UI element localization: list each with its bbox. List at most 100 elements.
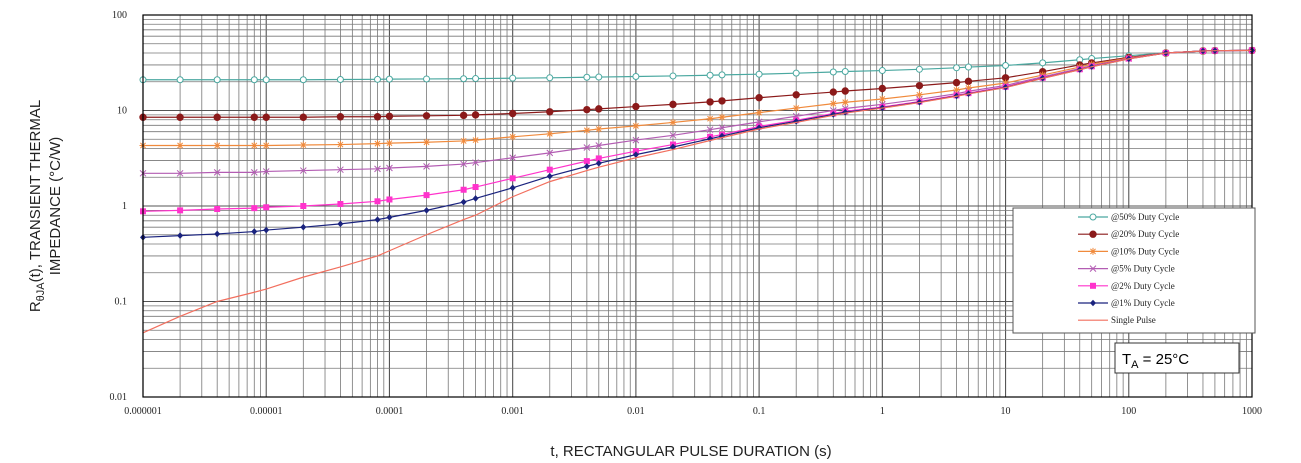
data-point [374,75,382,83]
data-point [952,78,961,87]
data-point [632,72,640,80]
data-point [841,87,849,95]
data-point [460,137,468,145]
annotation-subscript: A [1131,359,1139,371]
data-point [595,142,603,149]
series-line [143,49,1253,118]
data-point [706,126,714,134]
x-tick-label: 0.00001 [250,406,283,417]
series-single-pulse [142,49,1253,334]
data-point [385,139,393,147]
data-point [915,91,923,99]
series-line [142,49,1253,334]
data-point [595,73,603,81]
data-point [829,88,837,96]
data-point [300,203,307,209]
legend-label: @20% Duty Cycle [1111,229,1179,239]
y-tick-label: 10 [117,106,127,117]
legend-item: @5% Duty Cycle [1078,264,1175,274]
data-point [841,98,849,106]
data-point [422,112,431,120]
data-point [213,169,221,176]
data-point [374,216,381,223]
data-point [262,142,270,150]
data-point [423,163,430,170]
x-tick-label: 100 [1121,406,1136,417]
y-axis-title-prefix: R [27,301,44,312]
data-point [299,113,308,121]
data-point [460,160,467,168]
legend-label: @2% Duty Cycle [1111,281,1175,291]
data-point [546,166,553,173]
legend-label: @10% Duty Cycle [1111,246,1179,256]
data-point [213,142,221,150]
data-point [792,91,800,99]
legend-item: @50% Duty Cycle [1078,212,1179,222]
legend-item: @20% Duty Cycle [1078,229,1179,239]
temperature-annotation: TA = 25°C [1114,342,1240,374]
data-point [263,204,270,211]
y-tick-label: 0.01 [110,392,128,403]
data-point [262,168,270,175]
data-point [509,175,516,182]
data-point [373,113,382,121]
data-point [423,138,431,146]
legend-label: @1% Duty Cycle [1111,298,1175,308]
temperature-annotation-box [1114,342,1240,374]
data-point [336,76,344,84]
data-point [583,144,591,151]
data-point [423,207,430,214]
data-point [459,111,468,120]
x-tick-label: 0.0001 [376,406,404,417]
x-tick-labels: 0.000001 0.00001 0.0001 0.001 0.01 0.1 1 10 100 1… [124,406,1262,417]
data-point [595,105,603,113]
data-point [953,64,961,72]
x-tick-label: 10 [1001,406,1011,417]
data-point [583,73,591,81]
y-tick-label: 1 [122,201,127,212]
y-tick-label: 0.1 [115,297,128,308]
svg-text:TA = 25°C: TA = 25°C [1122,351,1189,371]
data-point [964,84,972,92]
data-point [595,155,602,162]
data-point [953,86,961,94]
data-point [1089,247,1097,255]
data-point [386,214,393,221]
data-point [374,165,381,173]
series-line [142,49,1253,212]
data-point [718,71,726,79]
data-point [385,112,394,120]
data-point [300,223,307,231]
data-point [829,68,837,76]
data-point [213,113,221,121]
data-point [336,113,345,121]
data-point [299,141,307,149]
legend-item: @2% Duty Cycle [1078,281,1175,291]
data-point [262,113,270,121]
data-point [176,76,184,84]
data-point [1002,61,1010,69]
data-point [386,196,393,203]
data-point [1089,230,1097,238]
data-point [878,95,886,103]
data-point [250,113,258,121]
plot-frame [142,14,1253,398]
x-tick-label: 0.01 [627,406,645,417]
data-point [176,169,184,177]
data-point [546,172,553,180]
data-point [386,164,393,172]
series-layer [139,46,1256,334]
data-point [583,105,591,114]
legend-label: @50% Duty Cycle [1111,212,1179,222]
data-point [1002,79,1010,87]
data-point [471,111,480,119]
data-point [1039,59,1047,67]
data-point [915,81,924,90]
data-point [964,77,973,86]
data-point [669,131,677,139]
annotation-prefix: T [1122,351,1131,368]
data-point [460,186,467,193]
series-2-duty-cycle [140,47,1255,215]
data-point [595,159,602,167]
x-axis-title: t, RECTANGULAR PULSE DURATION (s) [550,443,831,460]
